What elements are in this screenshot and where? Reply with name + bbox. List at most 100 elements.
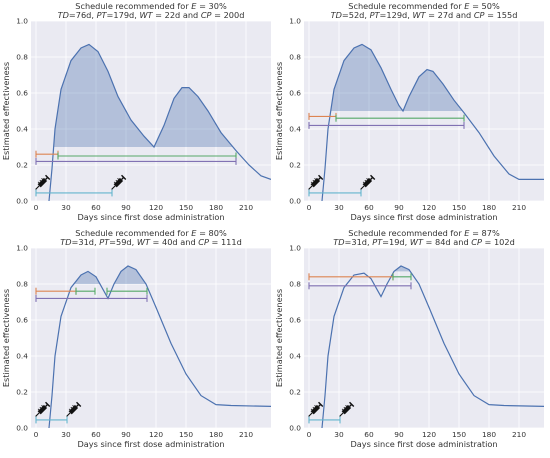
x-tick-label: 0 — [307, 203, 312, 212]
above-threshold-area — [53, 44, 233, 147]
y-tick-label: 0.4 — [289, 352, 301, 361]
chart-subtitle: TD=52d, PT=129d, WT = 27d and CP = 155d — [331, 10, 518, 20]
panel-1: 0 30 60 90 120 150 180 210 0.0 0.2 0.4 0.6 0.8 1.0 Sch… — [1, 1, 271, 222]
y-tick-label: 0.2 — [16, 388, 28, 397]
y-tick-label: 0.6 — [16, 316, 28, 325]
x-tick-label: 120 — [149, 203, 163, 212]
x-tick-label: 60 — [91, 430, 101, 439]
effectiveness-curve — [48, 43, 271, 201]
panel-3: 0 30 60 90 120 150 180 210 0.0 0.2 0.4 0.6 0.8 1.0 Sch… — [1, 228, 271, 449]
effectiveness-curve — [321, 265, 544, 428]
syringe-icon — [35, 174, 51, 190]
green-interval-bracket — [75, 287, 96, 295]
x-tick-label: 30 — [334, 203, 344, 212]
y-tick-label: 0.8 — [16, 280, 28, 289]
above-threshold-area — [394, 266, 411, 272]
above-threshold-area — [73, 266, 146, 284]
y-axis-label: Estimated effectiveness — [274, 289, 284, 387]
panel-2: 0 30 60 90 120 150 180 210 0.0 0.2 0.4 0.6 0.8 1.0 Sch… — [274, 1, 544, 222]
y-tick-label: 0.0 — [16, 197, 28, 206]
effectiveness-curve — [48, 265, 271, 428]
y-tick-label: 0.2 — [16, 161, 28, 170]
x-tick-label: 150 — [452, 203, 466, 212]
x-tick-label: 180 — [482, 203, 496, 212]
x-tick-label: 120 — [149, 430, 163, 439]
x-tick-label: 210 — [512, 203, 526, 212]
cyan-interval-bracket — [308, 189, 362, 197]
effectiveness-curve — [321, 43, 544, 201]
y-tick-label: 1.0 — [16, 244, 28, 253]
x-tick-label: 30 — [61, 430, 71, 439]
chart-title: Schedule recommended for E = 87% — [348, 228, 500, 238]
syringe-icon — [308, 174, 324, 190]
y-tick-label: 0.0 — [289, 424, 301, 433]
x-tick-label: 60 — [364, 430, 374, 439]
syringe-icon — [339, 401, 355, 417]
plot-area — [31, 21, 271, 201]
x-tick-label: 60 — [91, 203, 101, 212]
y-tick-label: 0.0 — [16, 424, 28, 433]
y-tick-label: 0.6 — [289, 89, 301, 98]
chart-title: Schedule recommended for E = 80% — [75, 228, 227, 238]
syringe-icon — [111, 174, 127, 190]
chart-title: Schedule recommended for E = 30% — [75, 1, 227, 11]
cyan-interval-bracket — [35, 189, 113, 197]
x-tick-label: 90 — [394, 203, 404, 212]
x-tick-label: 0 — [34, 430, 39, 439]
syringe-icon — [360, 174, 376, 190]
x-axis-label: Days since first dose administration — [77, 439, 224, 449]
cyan-interval-bracket — [35, 416, 68, 424]
y-tick-label: 0.4 — [289, 125, 301, 134]
syringe-icon — [35, 401, 51, 417]
x-tick-label: 180 — [209, 203, 223, 212]
y-tick-label: 0.4 — [16, 352, 28, 361]
above-threshold-area — [330, 44, 463, 111]
x-tick-label: 210 — [239, 203, 253, 212]
x-tick-label: 180 — [482, 430, 496, 439]
x-tick-label: 210 — [239, 430, 253, 439]
syringe-icon — [66, 401, 82, 417]
x-tick-label: 210 — [512, 430, 526, 439]
cyan-interval-bracket — [308, 416, 341, 424]
y-tick-label: 0.8 — [289, 53, 301, 62]
plot-area — [31, 248, 271, 428]
y-tick-label: 0.8 — [289, 280, 301, 289]
x-tick-label: 180 — [209, 430, 223, 439]
x-tick-label: 30 — [61, 203, 71, 212]
chart-subtitle: TD=76d, PT=179d, WT = 22d and CP = 200d — [58, 10, 245, 20]
x-tick-label: 90 — [121, 430, 131, 439]
x-axis-label: Days since first dose administration — [77, 212, 224, 222]
y-tick-label: 1.0 — [16, 17, 28, 26]
y-tick-label: 0.8 — [16, 53, 28, 62]
x-tick-label: 120 — [422, 430, 436, 439]
chart-title: Schedule recommended for E = 50% — [348, 1, 500, 11]
y-tick-label: 0.4 — [16, 125, 28, 134]
purple-interval-bracket — [308, 121, 465, 129]
plot-area — [304, 248, 544, 428]
green-interval-bracket — [106, 287, 148, 295]
purple-interval-bracket — [35, 157, 237, 165]
y-tick-label: 1.0 — [289, 17, 301, 26]
green-interval-bracket — [392, 273, 412, 281]
plot-area — [304, 21, 544, 201]
chart-subtitle: TD=31d, PT=59d, WT = 40d and CP = 111d — [60, 237, 242, 247]
purple-interval-bracket — [35, 294, 148, 302]
x-tick-label: 90 — [121, 203, 131, 212]
x-axis-label: Days since first dose administration — [350, 439, 497, 449]
x-tick-label: 150 — [452, 430, 466, 439]
y-axis-label: Estimated effectiveness — [274, 62, 284, 160]
x-tick-label: 120 — [422, 203, 436, 212]
x-tick-label: 0 — [34, 203, 39, 212]
chart-subtitle: TD=31d, PT=19d, WT = 84d and CP = 102d — [333, 237, 515, 247]
x-tick-label: 30 — [334, 430, 344, 439]
y-tick-label: 0.2 — [289, 161, 301, 170]
y-axis-label: Estimated effectiveness — [1, 289, 11, 387]
green-interval-bracket — [335, 114, 465, 122]
x-tick-label: 0 — [307, 430, 312, 439]
syringe-icon — [308, 401, 324, 417]
purple-interval-bracket — [308, 282, 412, 290]
x-tick-label: 90 — [394, 430, 404, 439]
panel-4: 0 30 60 90 120 150 180 210 0.0 0.2 0.4 0.6 0.8 1.0 Sch… — [274, 228, 544, 449]
x-axis-label: Days since first dose administration — [350, 212, 497, 222]
